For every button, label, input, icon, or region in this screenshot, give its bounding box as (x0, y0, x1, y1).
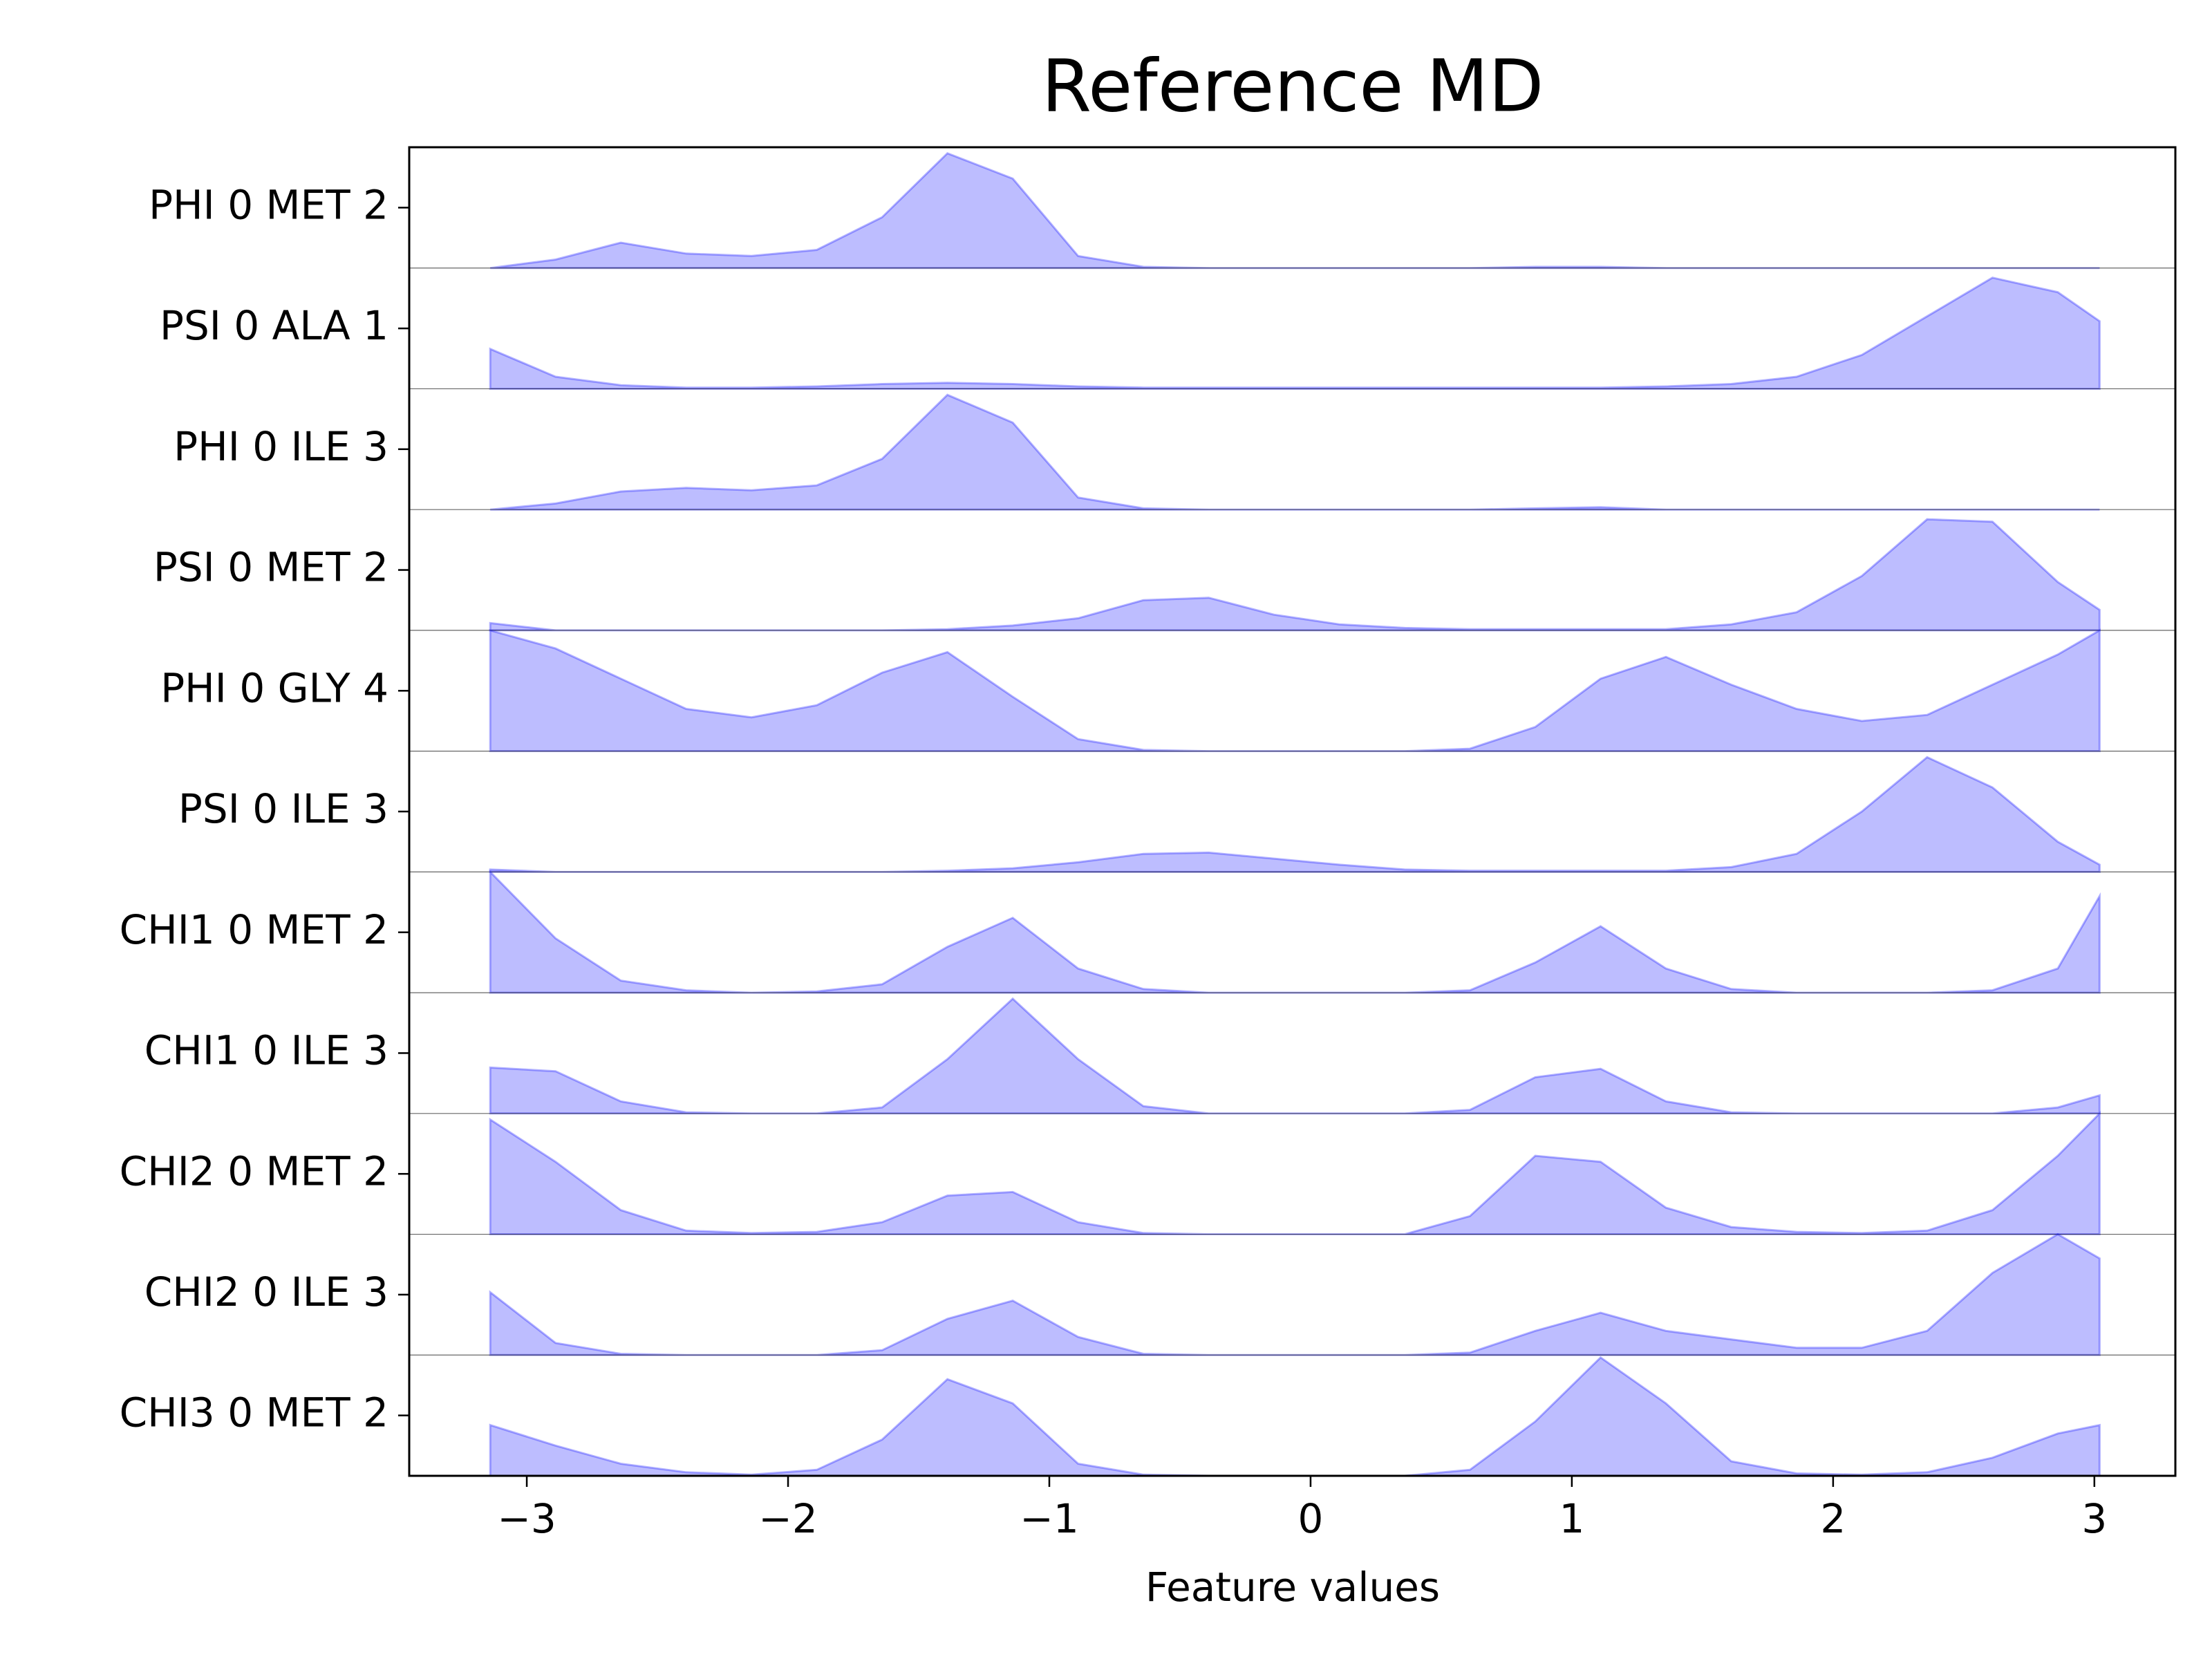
x-tick-label: −3 (497, 1495, 556, 1542)
y-tick-label: PSI 0 ALA 1 (160, 302, 388, 349)
y-tick-label: CHI2 0 MET 2 (120, 1147, 388, 1194)
y-tick-label: PSI 0 MET 2 (153, 544, 388, 591)
x-tick-label: −1 (1020, 1495, 1079, 1542)
ridge-area (489, 628, 2101, 753)
y-tick-label: CHI2 0 ILE 3 (144, 1268, 388, 1315)
x-axis-label: Feature values (1145, 1564, 1440, 1611)
ridge-area (489, 756, 2101, 873)
chart-title: Reference MD (1042, 44, 1544, 128)
plot-frame (408, 146, 2177, 1477)
x-tick-label: 1 (1559, 1495, 1584, 1542)
ridge-area (489, 997, 2101, 1115)
x-tick-label: −2 (758, 1495, 818, 1542)
ridge-area (489, 276, 2101, 390)
ridge-area (489, 869, 2101, 994)
ridge-area (489, 1356, 2101, 1477)
y-tick-label: PHI 0 MET 2 (149, 181, 388, 228)
ridge-area (489, 1111, 2101, 1235)
x-tick-label: 3 (2081, 1495, 2107, 1542)
y-tick-label: CHI1 0 ILE 3 (144, 1027, 388, 1074)
ridge-area (490, 151, 2100, 270)
ridge-area (489, 518, 2101, 632)
y-tick-label: CHI1 0 MET 2 (120, 906, 388, 953)
y-tick-label: CHI3 0 MET 2 (120, 1389, 388, 1436)
y-tick-label: PHI 0 GLY 4 (160, 664, 388, 711)
ridge-area (489, 1232, 2101, 1356)
x-tick-label: 2 (1820, 1495, 1846, 1542)
x-tick-label: 0 (1298, 1495, 1324, 1542)
y-tick-label: PHI 0 ILE 3 (174, 423, 388, 470)
ridge-area (490, 393, 2100, 511)
y-tick-label: PSI 0 ILE 3 (178, 785, 388, 832)
